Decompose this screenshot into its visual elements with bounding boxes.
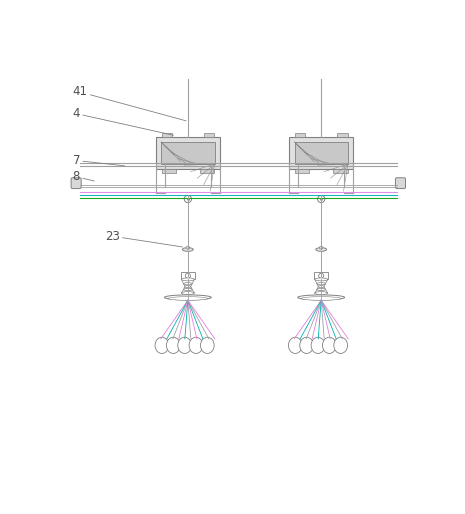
Ellipse shape <box>181 291 194 295</box>
Text: 41: 41 <box>73 85 186 121</box>
Bar <box>156 137 219 170</box>
Ellipse shape <box>155 337 169 354</box>
Text: 4: 4 <box>73 107 173 135</box>
Ellipse shape <box>181 278 194 281</box>
Bar <box>338 134 347 137</box>
Text: 23: 23 <box>105 230 182 247</box>
Bar <box>294 142 348 164</box>
Ellipse shape <box>165 295 211 300</box>
Ellipse shape <box>317 288 326 290</box>
Bar <box>314 272 328 280</box>
Ellipse shape <box>300 337 313 354</box>
Ellipse shape <box>334 337 347 354</box>
Bar <box>333 170 347 173</box>
Bar <box>161 170 176 173</box>
Ellipse shape <box>166 337 180 354</box>
Ellipse shape <box>315 278 328 281</box>
Ellipse shape <box>168 297 208 300</box>
FancyBboxPatch shape <box>71 178 81 189</box>
Text: 8: 8 <box>73 170 94 183</box>
Ellipse shape <box>182 248 193 251</box>
Bar <box>295 170 309 173</box>
Bar <box>161 142 214 164</box>
Ellipse shape <box>185 285 191 288</box>
Ellipse shape <box>184 288 192 290</box>
Ellipse shape <box>288 337 302 354</box>
Bar <box>204 134 214 137</box>
Ellipse shape <box>315 291 328 295</box>
Bar <box>180 272 195 280</box>
Bar <box>290 137 353 170</box>
Ellipse shape <box>301 297 341 300</box>
Ellipse shape <box>311 337 325 354</box>
Ellipse shape <box>186 246 190 249</box>
Ellipse shape <box>319 285 324 288</box>
Text: 7: 7 <box>73 154 125 167</box>
Ellipse shape <box>178 337 192 354</box>
Bar <box>161 134 172 137</box>
Ellipse shape <box>322 337 336 354</box>
Ellipse shape <box>319 246 323 249</box>
Bar <box>295 134 305 137</box>
Ellipse shape <box>184 283 192 285</box>
Ellipse shape <box>200 337 214 354</box>
Ellipse shape <box>317 283 326 285</box>
Bar <box>200 170 214 173</box>
Ellipse shape <box>189 337 203 354</box>
Ellipse shape <box>316 248 326 251</box>
Ellipse shape <box>298 295 345 300</box>
FancyBboxPatch shape <box>395 178 405 189</box>
